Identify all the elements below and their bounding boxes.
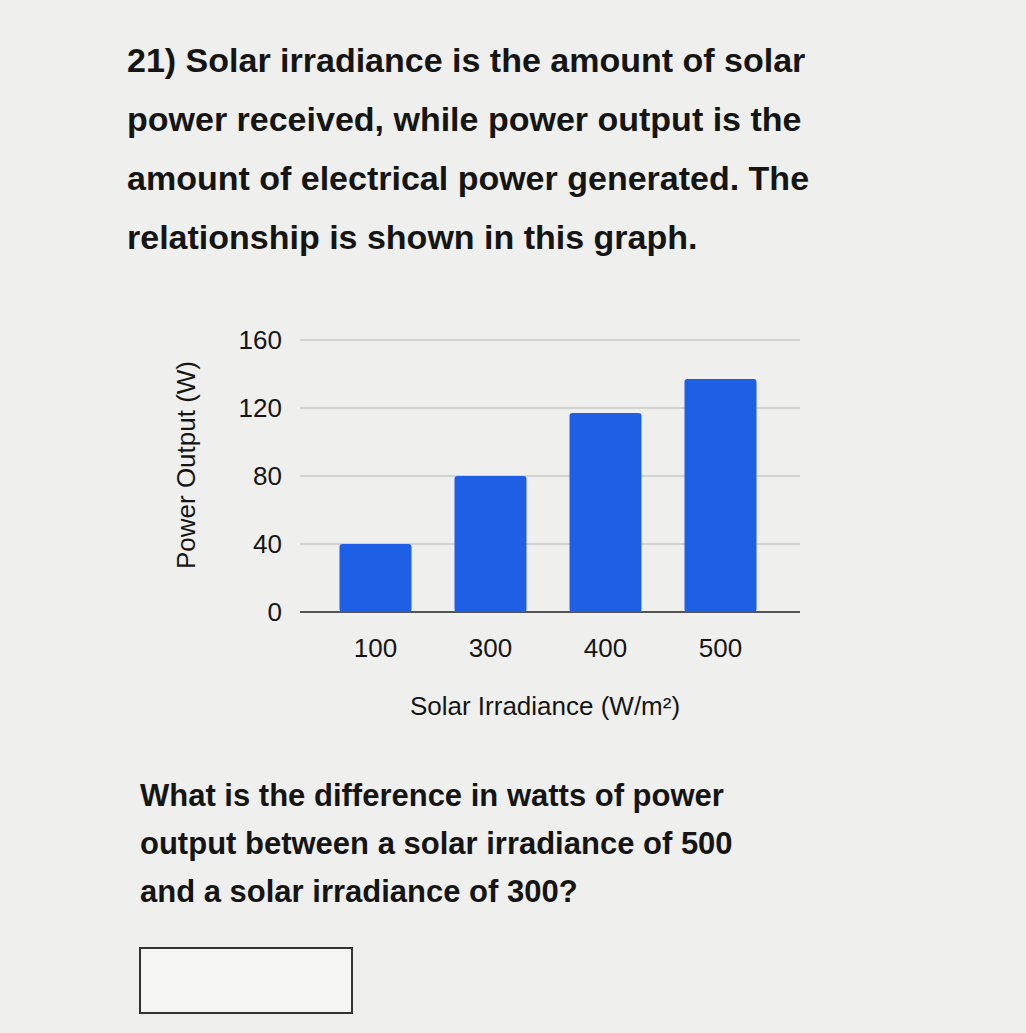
y-tick-label: 80 xyxy=(253,461,282,491)
question-line: and a solar irradiance of 300? xyxy=(140,874,578,909)
grid-line xyxy=(300,339,800,340)
x-axis-title: Solar Irradiance (W/m²) xyxy=(410,691,680,721)
intro-line: amount of electrical power generated. Th… xyxy=(127,159,809,197)
question-line: output between a solar irradiance of 500 xyxy=(140,826,733,861)
canvas: 21) Solar irradiance is the amount of so… xyxy=(0,0,1026,1033)
bars xyxy=(340,379,757,612)
intro-line: power received, while power output is th… xyxy=(127,100,801,138)
y-tick-label: 120 xyxy=(239,393,282,423)
bar xyxy=(570,413,642,612)
bar xyxy=(455,476,527,612)
chart: 0 40 80 120 160 100 300 400 500 Solar Irradiance … xyxy=(171,325,800,721)
question-line: What is the difference in watts of power xyxy=(140,778,724,813)
x-tick-label: 500 xyxy=(699,633,742,663)
y-tick-label: 160 xyxy=(239,325,282,355)
y-tick-label: 0 xyxy=(268,597,282,627)
bar xyxy=(340,544,412,612)
y-tick-label: 40 xyxy=(253,529,282,559)
y-axis-title: Power Output (W) xyxy=(171,361,201,569)
intro-line: relationship is shown in this graph. xyxy=(127,218,698,256)
x-tick-label: 300 xyxy=(469,633,512,663)
background xyxy=(0,0,1026,1033)
intro-line: 21) Solar irradiance is the amount of so… xyxy=(127,41,805,79)
page: 21) Solar irradiance is the amount of so… xyxy=(0,0,1026,1033)
answer-box[interactable] xyxy=(140,948,352,1013)
x-tick-label: 400 xyxy=(584,633,627,663)
bar xyxy=(685,379,757,612)
x-tick-label: 100 xyxy=(354,633,397,663)
